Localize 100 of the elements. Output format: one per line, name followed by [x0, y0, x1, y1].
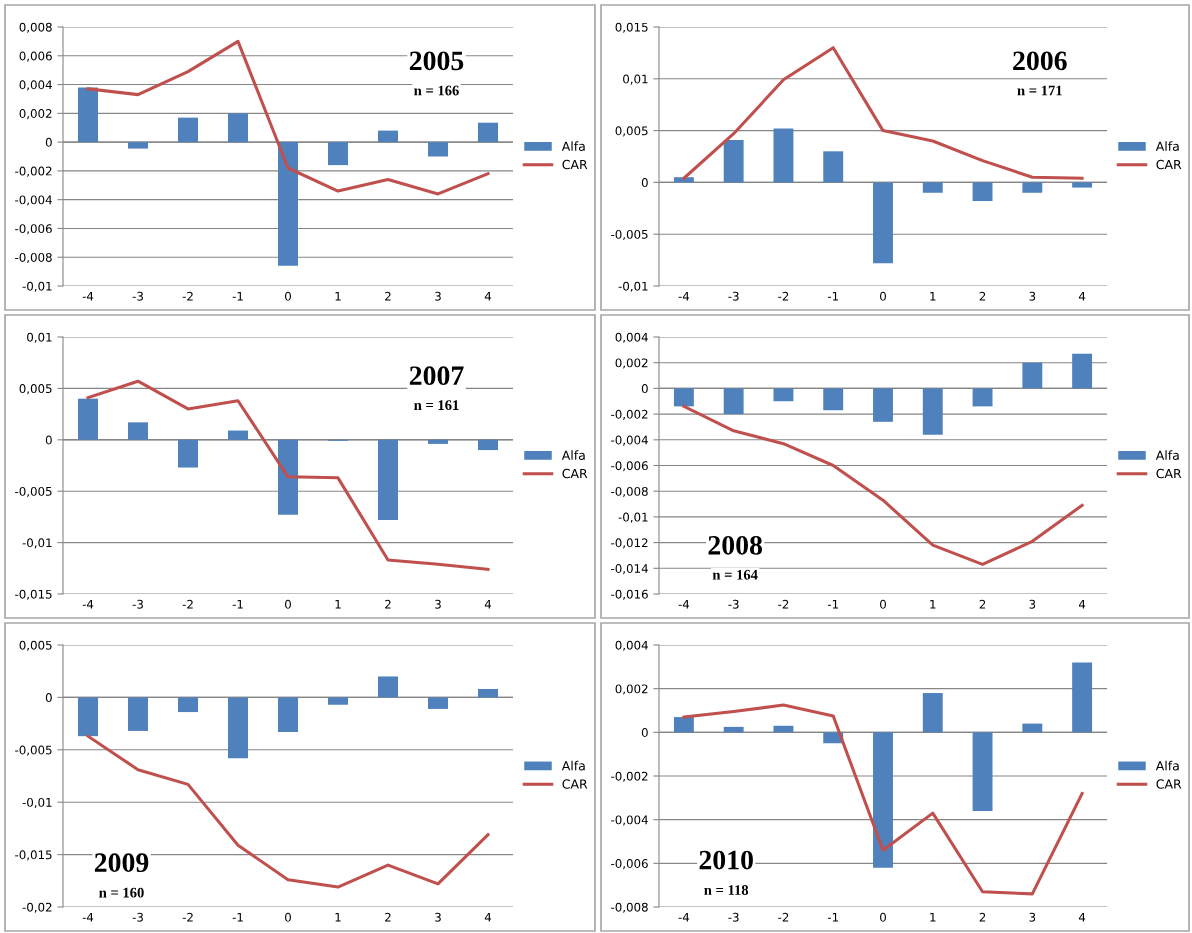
x-tick-label: -4: [82, 599, 94, 609]
y-tick-label: -0,01: [22, 281, 52, 292]
x-tick-label: -1: [232, 599, 243, 609]
x-tick-label: -4: [678, 912, 690, 922]
x-tick-label: -1: [827, 912, 839, 922]
bar: [972, 388, 993, 407]
legend-label: Alfa: [1155, 450, 1179, 460]
y-tick-label: 0,004: [615, 332, 648, 343]
y-tick-label: -0,008: [15, 252, 52, 264]
bar: [773, 128, 794, 183]
y-tick-label: -0,015: [15, 589, 52, 600]
text: n = 166: [414, 85, 459, 96]
bar: [278, 439, 298, 515]
y-tick-label: -0,014: [611, 564, 648, 575]
bar: [922, 182, 943, 193]
y-tick-label: 0,002: [19, 109, 52, 120]
x-tick-label: 0: [285, 291, 291, 301]
x-tick-label: -1: [827, 291, 839, 301]
bar: [723, 139, 744, 183]
bar: [428, 697, 448, 709]
x-tick-label: 1: [335, 912, 341, 922]
y-tick-label: -0,004: [611, 815, 648, 826]
x-tick-label: 3: [435, 291, 441, 301]
bar: [128, 422, 148, 440]
y-tick-label: -0,004: [15, 195, 52, 206]
bar: [178, 697, 198, 713]
y-tick-label: 0: [641, 728, 648, 737]
text: 2006: [1013, 51, 1067, 71]
bar: [228, 697, 248, 759]
y-tick-label: -0,015: [15, 850, 52, 861]
legend-label: CAR: [562, 468, 588, 479]
y-tick-label: -0,005: [15, 745, 52, 756]
line-series: [86, 734, 490, 889]
x-tick-label: -4: [678, 599, 690, 609]
x-tick-label: 4: [1078, 599, 1086, 609]
line-series: [682, 46, 1084, 180]
legend-label: Alfa: [561, 450, 585, 460]
bar: [1022, 362, 1043, 389]
x-tick-label: -2: [778, 599, 789, 609]
text: n = 171: [1017, 85, 1062, 96]
y-tick-label: 0,008: [19, 22, 52, 33]
x-tick-label: -3: [132, 912, 143, 922]
y-tick-label: -0,006: [15, 224, 52, 235]
x-tick-label: 1: [335, 599, 341, 609]
x-tick-label: 4: [484, 291, 492, 301]
x-tick-label: 2: [979, 291, 986, 301]
y-tick-label: 0,005: [19, 384, 52, 395]
x-tick-label: 0: [285, 912, 291, 922]
text: 2008: [708, 535, 763, 555]
bar: [723, 388, 744, 415]
bar: [723, 726, 744, 733]
bar: [773, 388, 794, 402]
bar: [178, 439, 198, 468]
bar: [428, 439, 448, 444]
x-tick-label: 3: [1029, 291, 1036, 301]
bar: [673, 388, 694, 407]
x-tick-label: 2: [385, 599, 391, 609]
bar: [922, 388, 943, 435]
x-tick-label: 1: [335, 291, 341, 301]
bar: [773, 725, 794, 733]
bar: [873, 732, 893, 868]
text: 2007: [409, 366, 464, 386]
legend-label: Alfa: [1155, 760, 1179, 771]
text: 2009: [94, 853, 149, 873]
bar: [228, 113, 248, 143]
y-tick-label: 0,005: [615, 126, 648, 137]
x-tick-label: 1: [930, 912, 936, 922]
y-tick-label: 0,01: [27, 332, 52, 343]
y-tick-label: -0,006: [611, 461, 648, 472]
legend-label: Alfa: [561, 141, 585, 151]
y-tick-label: 0,004: [19, 80, 52, 91]
legend-label: Alfa: [561, 760, 585, 771]
x-tick-label: 0: [880, 599, 886, 609]
bar: [823, 151, 844, 183]
bar: [178, 117, 198, 143]
y-tick-label: 0,002: [615, 358, 648, 369]
bar: [873, 182, 893, 264]
bar: [478, 122, 498, 143]
bar: [328, 142, 348, 166]
x-tick-label: -4: [82, 291, 94, 301]
y-tick-label: -0,005: [611, 229, 648, 241]
y-tick-label: 0,01: [623, 74, 648, 85]
y-tick-label: -0,002: [611, 771, 648, 782]
bar: [1022, 723, 1043, 733]
bar: [922, 693, 943, 733]
x-tick-label: 4: [484, 912, 492, 922]
x-tick-label: -3: [728, 291, 739, 301]
x-tick-label: -3: [728, 599, 739, 609]
bar: [328, 697, 348, 705]
text: n = 118: [704, 885, 749, 895]
bar: [128, 142, 148, 149]
x-tick-label: -3: [132, 599, 143, 609]
y-tick-label: -0,008: [611, 902, 648, 913]
y-tick-label: 0,015: [615, 22, 648, 33]
line-series: [682, 404, 1084, 566]
x-tick-label: -2: [778, 912, 789, 922]
y-tick-label: -0,01: [22, 797, 52, 809]
y-tick-label: -0,01: [22, 538, 52, 549]
bar: [378, 676, 398, 698]
y-tick-label: 0: [45, 435, 52, 445]
